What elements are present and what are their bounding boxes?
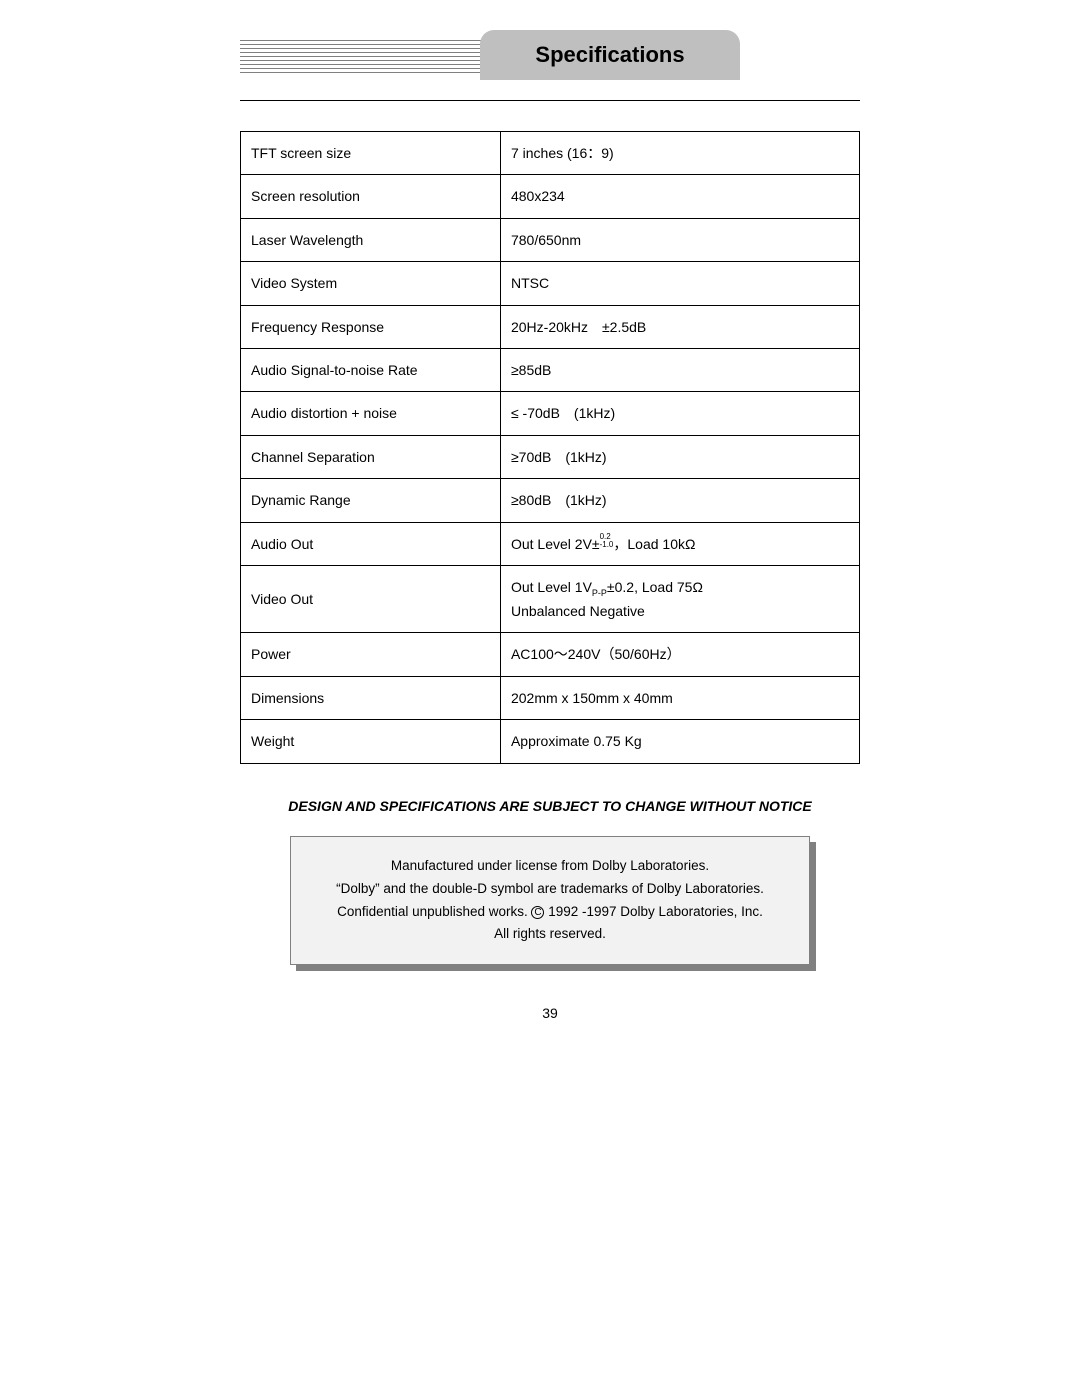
spec-value: ≥70dB (1kHz): [500, 435, 859, 478]
header-divider: [240, 100, 860, 101]
table-row: Screen resolution480x234: [241, 175, 860, 218]
spec-label: Screen resolution: [241, 175, 501, 218]
spec-label: Audio Signal-to-noise Rate: [241, 348, 501, 391]
dolby-line-2: “Dolby” and the double-D symbol are trad…: [307, 878, 793, 901]
spec-label: Channel Separation: [241, 435, 501, 478]
spec-label: Video Out: [241, 565, 501, 633]
dolby-box: Manufactured under license from Dolby La…: [290, 836, 810, 966]
spec-value: AC100～240V（50/60Hz）: [500, 633, 859, 676]
spec-label: Video System: [241, 262, 501, 305]
spec-value: 780/650nm: [500, 218, 859, 261]
spec-label: Dimensions: [241, 676, 501, 719]
spec-value: ≥85dB: [500, 348, 859, 391]
table-row: Audio Signal-to-noise Rate≥85dB: [241, 348, 860, 391]
spec-value: ≥80dB (1kHz): [500, 479, 859, 522]
table-row: Dimensions202mm x 150mm x 40mm: [241, 676, 860, 719]
spec-value: Out Level 2V±0.2-1.0，Load 10kΩ: [500, 522, 859, 565]
spec-value: NTSC: [500, 262, 859, 305]
table-row: TFT screen size7 inches (16：9): [241, 132, 860, 175]
title-box: Specifications: [480, 30, 740, 80]
specifications-table: TFT screen size7 inches (16：9)Screen res…: [240, 131, 860, 764]
spec-label: Dynamic Range: [241, 479, 501, 522]
spec-value: 7 inches (16：9): [500, 132, 859, 175]
change-notice: DESIGN AND SPECIFICATIONS ARE SUBJECT TO…: [240, 798, 860, 814]
spec-value: ≤ -70dB (1kHz): [500, 392, 859, 435]
table-row: Frequency Response20Hz-20kHz ±2.5dB: [241, 305, 860, 348]
dolby-box-wrap: Manufactured under license from Dolby La…: [290, 836, 810, 966]
spec-label: Weight: [241, 720, 501, 763]
spec-value: Approximate 0.75 Kg: [500, 720, 859, 763]
page-header: Specifications: [240, 30, 860, 90]
table-row: Video SystemNTSC: [241, 262, 860, 305]
table-row: Dynamic Range≥80dB (1kHz): [241, 479, 860, 522]
spec-value: Out Level 1VP-P±0.2, Load 75ΩUnbalanced …: [500, 565, 859, 633]
copyright-icon: C: [531, 906, 544, 919]
spec-value: 480x234: [500, 175, 859, 218]
spec-value: 202mm x 150mm x 40mm: [500, 676, 859, 719]
spec-label: Frequency Response: [241, 305, 501, 348]
dolby-line-1: Manufactured under license from Dolby La…: [307, 855, 793, 878]
table-row: Laser Wavelength780/650nm: [241, 218, 860, 261]
spec-label: Power: [241, 633, 501, 676]
dolby-line-4: All rights reserved.: [307, 923, 793, 946]
table-row: Video OutOut Level 1VP-P±0.2, Load 75ΩUn…: [241, 565, 860, 633]
page-content: Specifications TFT screen size7 inches (…: [240, 30, 860, 1021]
table-row: Audio OutOut Level 2V±0.2-1.0，Load 10kΩ: [241, 522, 860, 565]
table-row: Channel Separation≥70dB (1kHz): [241, 435, 860, 478]
specifications-tbody: TFT screen size7 inches (16：9)Screen res…: [241, 132, 860, 764]
table-row: WeightApproximate 0.75 Kg: [241, 720, 860, 763]
dolby-line-3: Confidential unpublished works. C 1992 -…: [307, 901, 793, 924]
spec-value: 20Hz-20kHz ±2.5dB: [500, 305, 859, 348]
table-row: Audio distortion + noise≤ -70dB (1kHz): [241, 392, 860, 435]
spec-label: Audio distortion + noise: [241, 392, 501, 435]
header-stripes: [240, 40, 500, 74]
spec-label: TFT screen size: [241, 132, 501, 175]
table-row: PowerAC100～240V（50/60Hz）: [241, 633, 860, 676]
spec-label: Audio Out: [241, 522, 501, 565]
spec-label: Laser Wavelength: [241, 218, 501, 261]
page-title: Specifications: [535, 42, 684, 68]
page-number: 39: [240, 1005, 860, 1021]
